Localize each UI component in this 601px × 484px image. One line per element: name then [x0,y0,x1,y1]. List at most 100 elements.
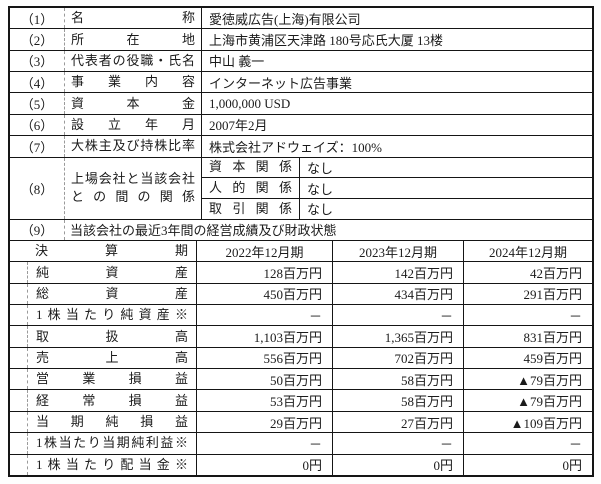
financial-row: 1株当たり配当金※ 0円 0円 0円 [10,454,592,475]
relationship-sub-row: 取引関係 なし [202,198,592,219]
row-label-cell: 設立年月 [65,114,202,136]
row-number: （8） [10,157,65,219]
row-value: 株式会社アドウェイズ：100% [209,139,382,155]
row-label-cell: 代表者の役職・氏名 [65,50,202,72]
dashed-divider [10,262,28,283]
row-label: 資本金 [71,95,195,111]
financial-value: 128百万円 [197,262,333,283]
dashed-divider [10,369,28,390]
financial-value: 50百万円 [197,369,333,390]
relationship-sub-row: 人的関係 なし [202,178,592,199]
sub-row-label: 人的関係 [209,180,292,196]
financial-value: 0円 [333,454,464,475]
row-value: インターネット広告事業 [209,75,353,91]
period-header: 2022年12月期 [197,240,333,262]
dashed-divider [10,390,28,411]
financial-row: 当期純損益 29百万円 27百万円 ▲109百万円 [10,411,592,434]
financial-value: 42百万円 [529,266,582,281]
financial-value: 0円 [197,454,333,475]
sub-row-label-cell: 人的関係 [202,178,300,198]
dashed-divider [10,283,28,305]
row-number: （2） [10,29,65,50]
relationship-sub-row: 資本関係 なし [202,157,592,179]
financial-row: 営業損益 50百万円 58百万円 ▲79百万円 [10,369,592,391]
financial-value: 27百万円 [333,411,464,433]
financial-value: 142百万円 [333,262,464,283]
sub-row-value: なし [307,181,334,197]
row-number: （1） [10,8,65,29]
row-value: 愛徳威広告(上海)有限公司 [209,11,361,27]
row-label-cell: 大株主及び持株比率 [65,136,202,157]
row-number: （7） [10,136,65,157]
financial-value: 459百万円 [523,351,582,367]
dashed-divider [10,411,28,433]
financial-value: － [333,433,464,454]
financial-value: 58百万円 [333,369,464,390]
row-number: （3） [10,50,65,72]
financial-value: 434百万円 [333,283,464,305]
table-row: （7） 大株主及び持株比率 株式会社アドウェイズ：100% [10,136,592,158]
row-label: 事業内容 [71,74,195,90]
financial-row: 売上高 556百万円 702百万円 459百万円 [10,347,592,370]
period-header: 2024年12月期 [488,244,567,260]
financial-row-label: 1株当たり配当金※ [36,456,188,472]
financial-value: 556百万円 [197,347,333,369]
row-value: 1,000,000 USD [209,95,291,111]
row-label-cell: 所在地 [65,29,202,50]
table-row-relationships: （8） 上場会社と当該会社との間の関係 資本関係 なし 人的関係 なし 取引関係… [10,157,592,220]
financial-value: 702百万円 [333,347,464,369]
table-row: （1） 名称 愛徳威広告(上海)有限公司 [10,8,592,30]
sub-row-label: 取引関係 [209,200,292,216]
financial-row-label: 当期純損益 [36,414,188,430]
table-row: （6） 設立年月 2007年2月 [10,114,592,137]
sub-row-label-cell: 資本関係 [202,157,300,178]
row-value: 中山 義一 [209,54,265,70]
financial-row-label: 経常損益 [36,392,188,408]
table-row: （3） 代表者の役職・氏名 中山 義一 [10,50,592,73]
row-label-cell: 名称 [65,8,202,29]
fiscal-period-header-row: 決算期 2022年12月期 2023年12月期 2024年12月期 [10,240,592,263]
sub-row-value: なし [307,202,334,218]
financial-value: － [197,433,333,454]
sub-row-label: 資本関係 [209,159,292,175]
financial-value: 53百万円 [197,390,333,411]
financial-row-label: 取扱高 [36,328,188,344]
dashed-divider [10,326,28,347]
financial-value: 1,365百万円 [333,326,464,347]
financial-value: － [568,436,582,452]
financial-row-label: 1株当たり純資産※ [36,307,188,323]
financial-row-label: 営業損益 [36,371,188,387]
financial-value: ▲79百万円 [517,372,582,388]
financial-row: 総資産 450百万円 434百万円 291百万円 [10,283,592,306]
financial-row: 1株当たり純資産※ － － － [10,305,592,327]
row-number: （9） [10,219,65,240]
row-label: 所在地 [71,31,195,47]
financial-value: ▲79百万円 [517,394,582,410]
dashed-divider [10,347,28,369]
fiscal-header-label: 決算期 [35,243,188,259]
row-label-cell: 上場会社と当該会社との間の関係 [65,157,202,219]
sub-row-value: なし [307,160,334,176]
financial-value: 29百万円 [197,411,333,433]
financial-value: 1,103百万円 [197,326,333,347]
dashed-divider [10,454,28,475]
row-number: （4） [10,72,65,93]
company-disclosure-table: （1） 名称 愛徳威広告(上海)有限公司 （2） 所在地 上海市黄浦区天津路 1… [8,6,594,477]
row-label: 代表者の役職・氏名 [71,52,195,68]
financial-value: 58百万円 [333,390,464,411]
financial-row: 経常損益 53百万円 58百万円 ▲79百万円 [10,390,592,412]
relationship-subtable: 資本関係 なし 人的関係 なし 取引関係 なし [202,157,592,219]
financial-row-label: 1株当たり当期純利益※ [36,435,188,451]
financial-row-label: 総資産 [36,285,188,301]
row-label: 名称 [71,10,195,26]
fiscal-header-label-cell: 決算期 [10,240,197,262]
row-label: 上場会社と当該会社との間の関係 [71,171,195,205]
financial-row-label: 売上高 [36,349,188,365]
financial-value: 291百万円 [523,287,582,303]
sub-row-label-cell: 取引関係 [202,198,300,219]
financial-row: 取扱高 1,103百万円 1,365百万円 831百万円 [10,326,592,348]
table-row: （4） 事業内容 インターネット広告事業 [10,72,592,94]
dashed-divider [10,433,28,454]
row-value: 2007年2月 [209,118,268,134]
